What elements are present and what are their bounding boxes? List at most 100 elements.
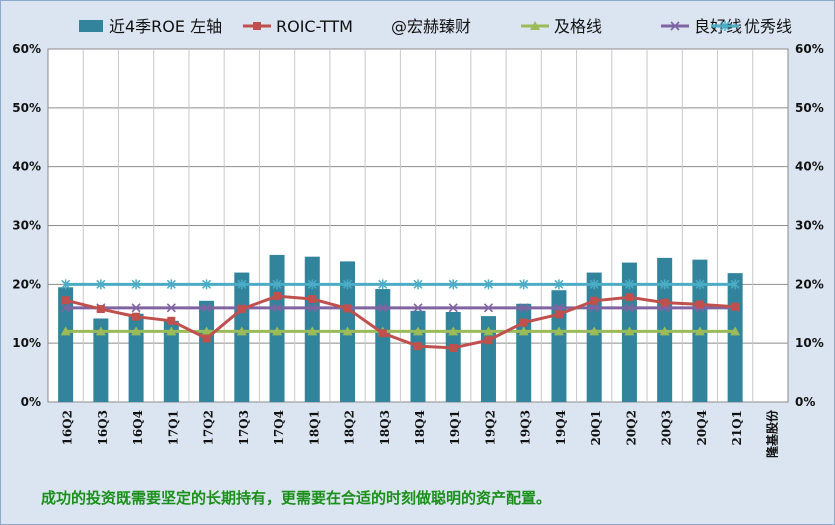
point-marker (589, 326, 600, 336)
x-tick-label: 18Q2 (343, 410, 357, 446)
point-marker (272, 279, 282, 290)
y-tick-label-right: 60% (795, 42, 824, 56)
bar (128, 313, 144, 402)
legend-item: 优秀线 (711, 17, 792, 36)
point-marker (237, 305, 246, 314)
point-marker (660, 298, 669, 307)
point-marker (483, 303, 494, 313)
y-tick-label-right: 10% (795, 336, 824, 350)
point-marker (448, 279, 458, 290)
point-marker (61, 303, 71, 313)
point-marker (519, 318, 528, 327)
y-tick-label-left: 60% (12, 42, 41, 56)
y-tick-label-right: 50% (795, 101, 824, 115)
watermark: @宏赫臻财 (391, 17, 471, 36)
x-tick-label: 隆基股份 (764, 409, 779, 458)
point-marker (449, 343, 458, 352)
legend-item: ROIC-TTM (243, 17, 353, 36)
y-tick-label-left: 40% (12, 160, 41, 174)
point-marker (660, 279, 670, 290)
bar (410, 310, 426, 402)
x-tick-label: 20Q3 (660, 410, 674, 446)
legend-item: 及格线 (521, 17, 602, 36)
x-tick-label: 21Q1 (730, 410, 744, 446)
point-marker (413, 303, 423, 313)
point-marker (272, 303, 282, 313)
x-tick-label: 19Q3 (519, 410, 533, 446)
point-marker (308, 295, 317, 304)
y-axis-right: 0% 10% 20% 30% 40% 50% 60% (795, 42, 824, 409)
legend-label: 及格线 (554, 17, 602, 36)
x-tick-label: 20Q4 (695, 410, 709, 446)
point-marker (554, 279, 564, 290)
point-marker (132, 312, 141, 321)
y-tick-label-left: 50% (12, 101, 41, 115)
point-marker (202, 334, 211, 343)
y-tick-label-left: 10% (12, 336, 41, 350)
x-tick-label: 18Q3 (378, 410, 392, 446)
x-tick-label: 18Q1 (307, 410, 321, 446)
y-tick-label-right: 40% (795, 160, 824, 174)
x-tick-label: 19Q4 (554, 410, 568, 446)
point-marker (237, 279, 247, 290)
point-marker (670, 21, 680, 31)
legend-swatch (79, 20, 103, 32)
point-marker (342, 326, 353, 336)
point-marker (131, 326, 142, 336)
y-tick-label-left: 20% (12, 277, 41, 291)
point-marker (518, 326, 529, 336)
point-marker (202, 279, 212, 290)
point-marker (519, 303, 529, 313)
point-marker (720, 21, 730, 31)
y-axis-left: 0% 10% 20% 30% 40% 50% 60% (12, 42, 41, 409)
point-marker (519, 279, 529, 290)
bar (586, 272, 602, 402)
point-marker (414, 342, 422, 351)
series-line (65, 294, 736, 350)
x-tick-label: 19Q1 (448, 410, 462, 446)
x-tick-label: 20Q1 (589, 410, 603, 446)
bar (516, 303, 532, 402)
x-tick-label: 20Q2 (624, 410, 638, 446)
x-tick-label: 16Q4 (131, 410, 145, 446)
point-marker (166, 326, 177, 336)
bar (445, 311, 461, 402)
point-marker (378, 329, 387, 338)
legend-label: 优秀线 (744, 17, 792, 36)
point-marker (131, 303, 141, 313)
series-star (61, 279, 740, 290)
point-marker (530, 21, 540, 30)
point-marker (624, 326, 635, 336)
y-tick-label-left: 0% (21, 395, 41, 409)
caption: 成功的投资既需要坚定的长期持有，更需要在合适的时刻做聪明的资产配置。 (41, 489, 552, 507)
point-marker (695, 300, 704, 309)
point-marker (342, 279, 353, 290)
bar (163, 320, 179, 402)
point-marker (236, 326, 247, 336)
x-tick-label: 16Q3 (96, 410, 110, 446)
point-marker (589, 279, 599, 290)
bar (375, 289, 391, 402)
bar (234, 272, 250, 402)
point-marker (413, 326, 423, 336)
legend-item: 近4季ROE 左轴 (79, 17, 222, 36)
point-marker (95, 326, 106, 336)
point-marker (307, 326, 318, 336)
point-marker (448, 326, 459, 336)
point-marker (731, 302, 740, 311)
point-marker (694, 326, 705, 336)
point-marker (483, 279, 494, 290)
series-triangle (60, 326, 741, 336)
line-series (60, 279, 741, 352)
x-tick-label: 19Q2 (483, 410, 497, 446)
y-tick-label-left: 30% (12, 219, 41, 233)
point-marker (131, 279, 141, 290)
point-marker (61, 296, 70, 305)
point-marker (624, 279, 634, 290)
point-marker (413, 279, 423, 290)
x-axis: 16Q2 16Q3 16Q4 17Q1 17Q2 17Q3 17Q4 18Q1 18Q2 18Q3… (61, 409, 780, 458)
point-marker (272, 326, 283, 336)
point-marker (484, 336, 493, 345)
x-tick-label: 17Q4 (272, 410, 286, 446)
